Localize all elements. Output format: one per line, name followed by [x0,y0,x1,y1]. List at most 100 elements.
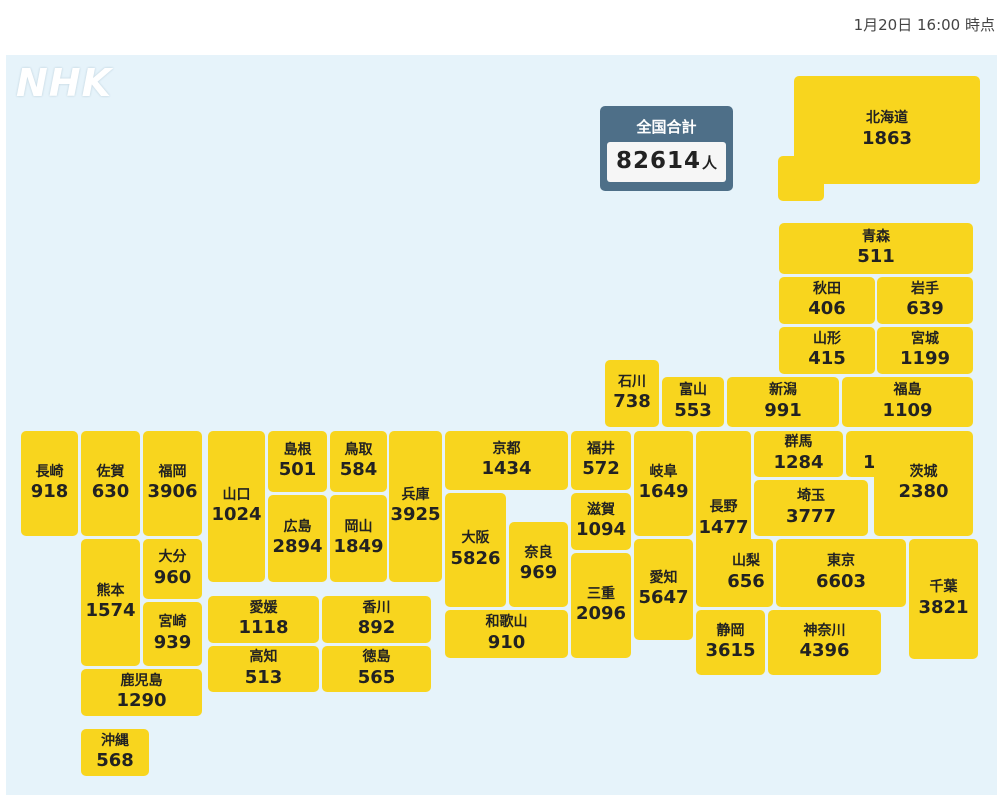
pref-kyoto-count: 1434 [481,458,532,479]
pref-osaka[interactable]: 大阪 5826 [445,493,506,607]
pref-saitama-name: 埼玉 [797,488,825,504]
pref-mie[interactable]: 三重 2096 [571,553,631,658]
pref-yamaguchi[interactable]: 山口 1024 [208,431,265,582]
pref-shizuoka-count: 3615 [705,640,756,661]
pref-iwate-count: 639 [906,298,944,319]
pref-kagawa[interactable]: 香川 892 [322,596,431,643]
pref-tottori-count: 584 [339,459,378,480]
pref-ishikawa[interactable]: 石川 738 [605,360,659,427]
pref-hyogo-name: 兵庫 [401,486,430,503]
pref-nagasaki-count: 918 [30,481,69,502]
pref-kagoshima[interactable]: 鹿児島 1290 [81,669,202,716]
pref-miyagi-name: 宮城 [911,330,939,347]
pref-shimane[interactable]: 島根 501 [268,431,327,492]
pref-nara-count: 969 [519,562,558,583]
pref-ibaraki-name: 茨城 [909,463,938,480]
pref-miyazaki[interactable]: 宮崎 939 [143,602,202,666]
pref-hiroshima[interactable]: 広島 2894 [268,495,327,582]
pref-nagano-count: 1477 [698,516,749,538]
nhk-logo: NHK [16,61,113,105]
pref-wakayama[interactable]: 和歌山 910 [445,610,568,658]
pref-fukushima-name: 福島 [893,382,922,398]
pref-hiroshima-name: 広島 [283,518,312,535]
pref-gifu-count: 1649 [638,481,689,502]
pref-nara[interactable]: 奈良 969 [509,522,568,607]
japan-map: NHK 全国合計 82614 人 北海道 1863 青森 511 秋田 406 岩手 639 山形… [6,55,997,795]
pref-wakayama-name: 和歌山 [485,614,528,630]
pref-kagoshima-name: 鹿児島 [120,672,163,689]
pref-fukushima[interactable]: 福島 1109 [842,377,973,427]
pref-mie-name: 三重 [587,585,615,602]
pref-ishikawa-name: 石川 [618,373,646,390]
pref-shiga[interactable]: 滋賀 1094 [571,493,631,550]
pref-aomori-count: 511 [857,246,895,267]
pref-yamanashi[interactable]: 山梨 656 [719,539,773,607]
pref-miyagi[interactable]: 宮城 1199 [877,327,973,374]
pref-saitama[interactable]: 埼玉 3777 [754,480,868,536]
pref-kochi[interactable]: 高知 513 [208,646,319,692]
national-total-unit: 人 [702,154,718,172]
pref-fukuoka[interactable]: 福岡 3906 [143,431,202,536]
pref-okinawa-count: 568 [96,750,134,771]
pref-kyoto[interactable]: 京都 1434 [445,431,568,490]
timestamp: 1月20日 16:00 時点 [853,16,995,34]
pref-aomori-name: 青森 [862,228,890,245]
pref-aomori[interactable]: 青森 511 [779,223,973,274]
national-total-value: 82614 [615,148,701,174]
pref-hyogo-count: 3925 [390,504,441,525]
pref-iwate-name: 岩手 [911,280,939,297]
pref-fukuoka-count: 3906 [147,481,198,502]
pref-ehime-name: 愛媛 [249,599,278,616]
pref-fukuoka-name: 福岡 [158,463,187,480]
pref-saga-name: 佐賀 [96,463,125,480]
pref-gunma[interactable]: 群馬 1284 [754,431,843,477]
pref-tokyo-name: 東京 [827,553,855,569]
pref-okinawa[interactable]: 沖縄 568 [81,729,149,776]
pref-fukushima-count: 1109 [882,399,933,421]
pref-saga[interactable]: 佐賀 630 [81,431,140,536]
pref-miyagi-count: 1199 [899,348,951,369]
pref-yamagata[interactable]: 山形 415 [779,327,875,374]
pref-yamagata-name: 山形 [813,330,841,347]
pref-nagasaki[interactable]: 長崎 918 [21,431,78,536]
pref-toyama-count: 553 [674,399,712,421]
pref-gifu[interactable]: 岐阜 1649 [634,431,693,536]
pref-fukui[interactable]: 福井 572 [571,431,631,490]
pref-chiba-count: 3821 [918,596,969,618]
pref-ehime[interactable]: 愛媛 1118 [208,596,319,643]
pref-shizuoka-name: 静岡 [716,622,745,639]
pref-hiroshima-count: 2894 [272,536,323,557]
pref-chiba[interactable]: 千葉 3821 [909,539,978,659]
pref-shizuoka[interactable]: 静岡 3615 [696,610,765,675]
pref-hokkaido[interactable]: 北海道 1863 [794,76,980,184]
pref-kumamoto[interactable]: 熊本 1574 [81,539,140,666]
national-total-panel: 全国合計 82614 人 [600,106,733,191]
pref-niigata[interactable]: 新潟 991 [727,377,839,427]
pref-shimane-count: 501 [278,459,317,480]
pref-tokushima[interactable]: 徳島 565 [322,646,431,692]
pref-niigata-count: 991 [764,399,802,421]
pref-tottori[interactable]: 鳥取 584 [330,431,387,492]
pref-shimane-name: 島根 [283,441,312,458]
pref-hyogo[interactable]: 兵庫 3925 [389,431,442,582]
pref-akita-count: 406 [808,298,846,319]
pref-kumamoto-name: 熊本 [96,582,125,599]
pref-tokyo[interactable]: 東京 6603 [776,539,906,607]
pref-toyama-name: 富山 [679,382,707,398]
pref-toyama[interactable]: 富山 553 [662,377,724,427]
pref-oita[interactable]: 大分 960 [143,539,202,599]
pref-oita-name: 大分 [158,549,187,565]
pref-iwate[interactable]: 岩手 639 [877,277,973,324]
pref-ibaraki[interactable]: 茨城 2380 [874,431,973,536]
pref-okayama[interactable]: 岡山 1849 [330,495,387,582]
pref-aichi-count: 5647 [638,587,689,608]
pref-ibaraki-count: 2380 [898,481,949,502]
pref-kumamoto-count: 1574 [85,600,136,621]
pref-aichi[interactable]: 愛知 5647 [634,539,693,640]
pref-okayama-name: 岡山 [344,518,373,535]
pref-shiga-name: 滋賀 [587,501,615,518]
pref-niigata-name: 新潟 [769,382,797,398]
pref-akita[interactable]: 秋田 406 [779,277,875,324]
pref-kanagawa[interactable]: 神奈川 4396 [768,610,881,675]
pref-osaka-count: 5826 [450,547,501,569]
